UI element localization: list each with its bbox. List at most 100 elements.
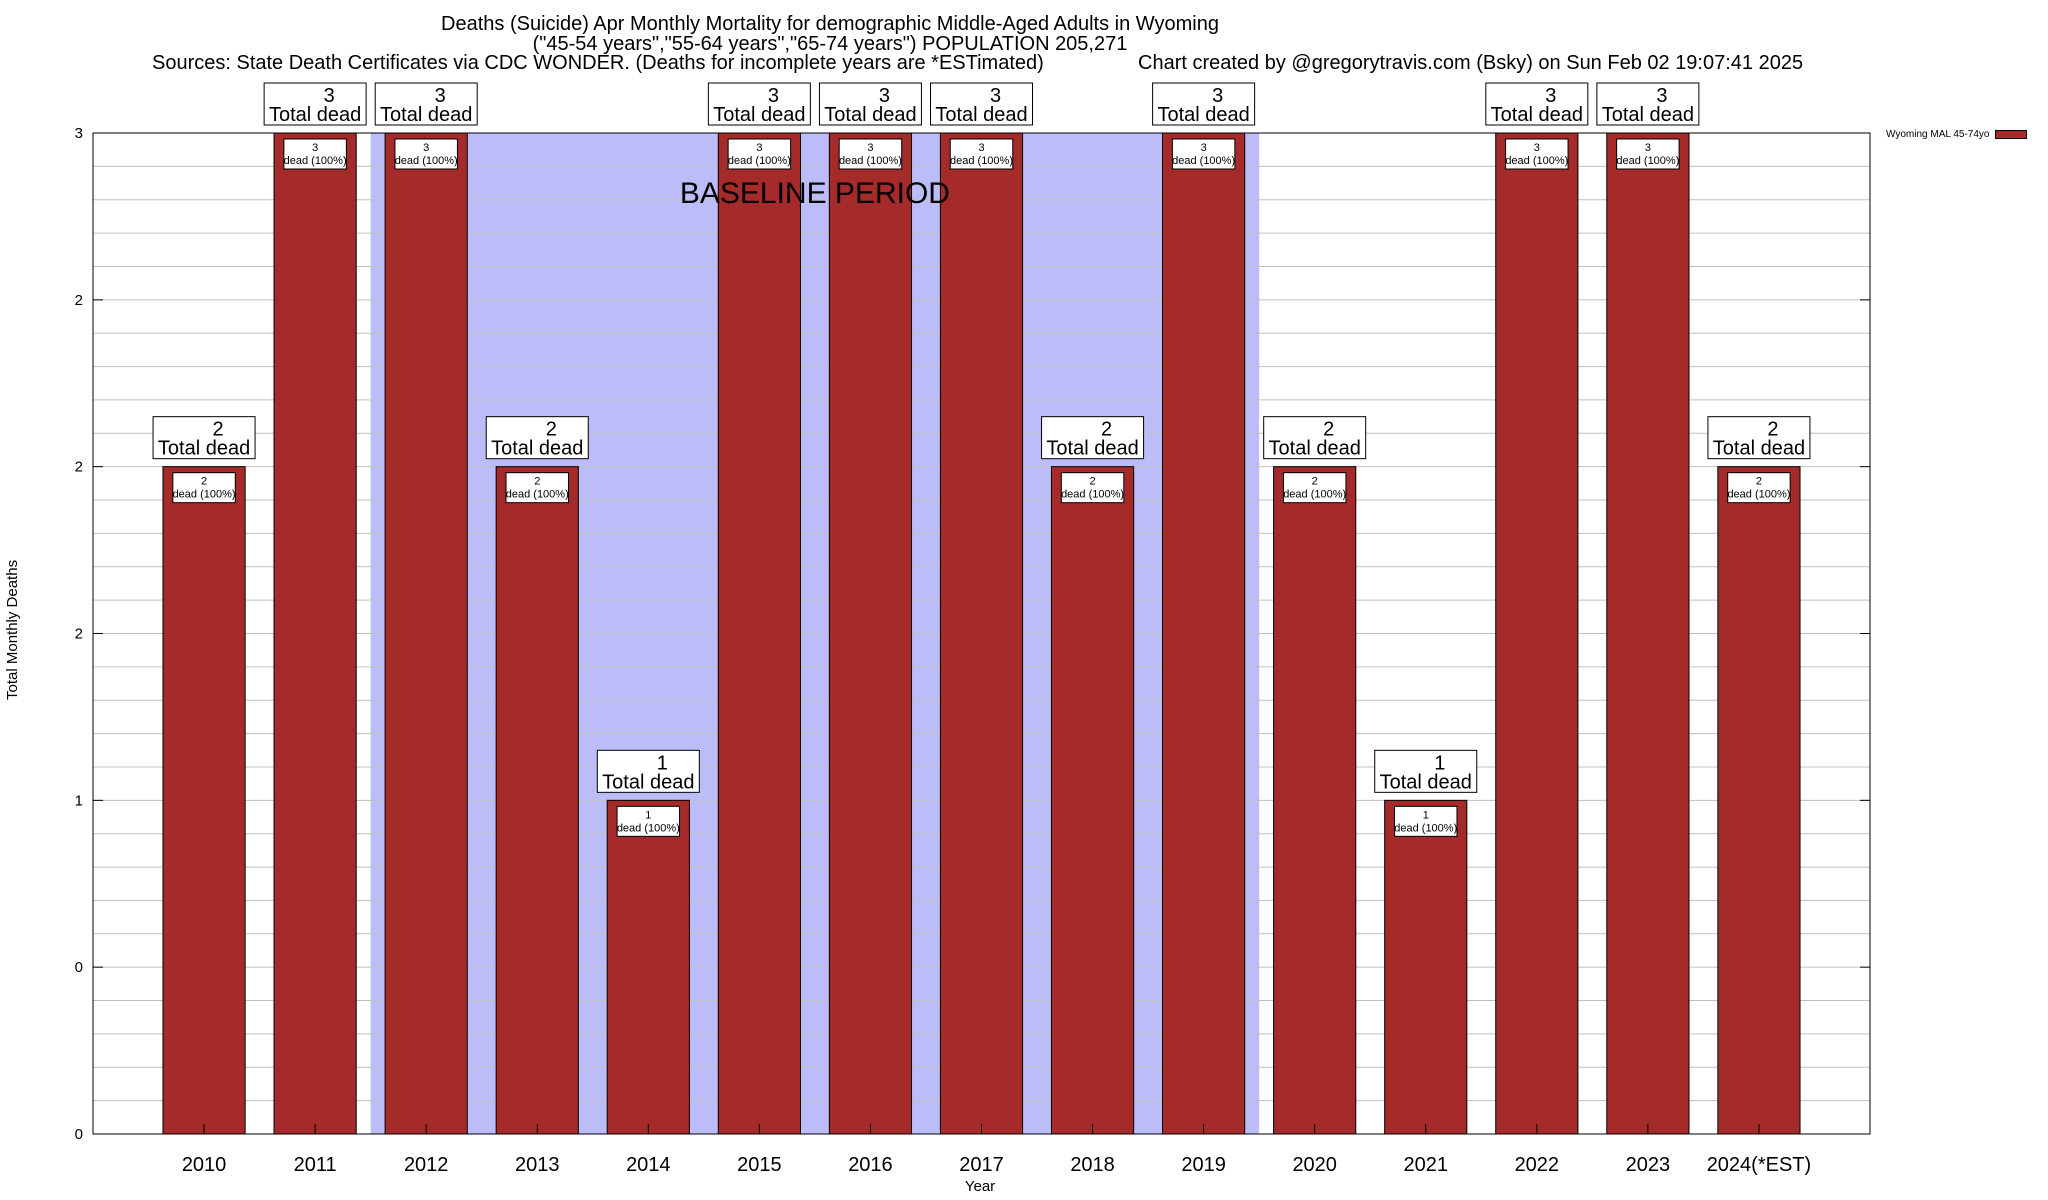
bar	[1050, 466, 1135, 1135]
bar-top-label: Total dead	[824, 104, 916, 126]
bar-inner-label-box	[505, 472, 569, 504]
bar-top-value: 3	[768, 85, 779, 107]
x-tick-label: 2010	[182, 1154, 227, 1176]
bar-top-label-box	[374, 82, 478, 126]
x-tick-label: 2019	[1181, 1154, 1226, 1176]
bar-inner-value: 1	[1423, 809, 1429, 821]
bar-top-value: 3	[324, 85, 335, 107]
bar-inner-label-box	[616, 805, 681, 837]
legend: Wyoming MAL 45-74yo	[1886, 129, 2028, 140]
bar-inner-value: 3	[1534, 142, 1540, 154]
bar-top-value: 2	[546, 419, 557, 441]
bar	[1273, 466, 1357, 1135]
bar	[1606, 132, 1690, 1135]
y-axis-label-wrap: Total Monthly Deaths	[0, 560, 34, 700]
bar-inner-label: dead (100%)	[1616, 155, 1679, 167]
bar-inner-value: 3	[978, 142, 984, 154]
bar-top-label-box	[1263, 416, 1367, 460]
y-tick-label: 1	[75, 792, 83, 809]
bar-top-value: 2	[1323, 419, 1334, 441]
bar-top-label-box	[1707, 416, 1811, 460]
bar-inner-label: dead (100%)	[839, 155, 902, 167]
bar-inner-label-box	[838, 138, 903, 170]
bar-inner-value: 2	[201, 476, 207, 488]
bar	[1384, 799, 1468, 1135]
bar-top-label: Total dead	[1713, 438, 1805, 460]
x-tick-label: 2023	[1626, 1154, 1671, 1176]
bar-top-label: Total dead	[1602, 104, 1694, 126]
bar-top-value: 3	[1212, 85, 1223, 107]
bar-top-label-box	[485, 416, 589, 460]
x-tick-label: 2024(*EST)	[1707, 1154, 1812, 1176]
bar	[1495, 132, 1579, 1135]
bar-inner-label: dead (100%)	[395, 155, 458, 167]
bar-inner-label: dead (100%)	[506, 489, 569, 501]
bar	[606, 799, 690, 1135]
bar-top-label: Total dead	[1157, 104, 1249, 126]
bar-top-label-box	[596, 749, 700, 793]
x-tick-label: 2021	[1404, 1154, 1449, 1176]
bar-top-value: 3	[1656, 85, 1667, 107]
bar	[495, 466, 579, 1135]
bar-top-label: Total dead	[1491, 104, 1583, 126]
bar-inner-value: 2	[1090, 476, 1096, 488]
x-tick-label: 2020	[1292, 1154, 1337, 1176]
bar-inner-label: dead (100%)	[1061, 489, 1124, 501]
bar-top-label-box	[263, 82, 367, 126]
bar-top-label-box	[1485, 82, 1589, 126]
bar	[1162, 132, 1246, 1135]
bar-inner-label-box	[1616, 138, 1680, 170]
bar-top-label: Total dead	[1046, 438, 1138, 460]
bar-inner-label: dead (100%)	[1505, 155, 1568, 167]
legend-swatch	[1995, 130, 2028, 139]
bar-inner-label-box	[1060, 472, 1125, 504]
bar-top-label-box	[930, 82, 1033, 126]
x-tick-label: 2011	[294, 1154, 337, 1176]
bar-top-label-box	[152, 416, 256, 460]
bar-inner-label: dead (100%)	[950, 155, 1013, 167]
bar-inner-label: dead (100%)	[617, 822, 680, 834]
y-tick-label: 2	[75, 459, 83, 476]
chart-title: Deaths (Suicide) Apr Monthly Mortality f…	[441, 13, 1219, 35]
bar-top-value: 1	[657, 752, 668, 774]
y-tick-label: 0	[75, 959, 83, 976]
bar-inner-value: 2	[1312, 476, 1318, 488]
bar-top-label: Total dead	[380, 104, 472, 126]
bar	[1717, 466, 1801, 1135]
bar-inner-label: dead (100%)	[1394, 822, 1457, 834]
bar	[162, 466, 246, 1135]
bar-top-label: Total dead	[1380, 771, 1472, 793]
bar-inner-label-box	[1727, 472, 1791, 504]
bar-top-value: 2	[1101, 419, 1112, 441]
y-tick-label: 2	[75, 626, 83, 643]
x-tick-label: 2017	[959, 1154, 1004, 1176]
bar	[828, 132, 913, 1135]
bar-inner-value: 3	[867, 142, 873, 154]
bar	[939, 132, 1024, 1135]
bar-top-value: 3	[435, 85, 446, 107]
bar-inner-label-box	[1394, 805, 1458, 837]
bar-top-label-box	[1152, 82, 1256, 126]
x-tick-label: 2018	[1070, 1154, 1115, 1176]
bar-top-label-box	[1041, 416, 1145, 460]
bar-top-label-box	[818, 82, 922, 126]
plot-frame	[92, 132, 1871, 1135]
bar-top-label: Total dead	[935, 104, 1027, 126]
bar-inner-label-box	[283, 138, 347, 170]
bar-inner-label: dead (100%)	[173, 489, 236, 501]
bar-top-value: 3	[990, 85, 1001, 107]
bar-inner-label: dead (100%)	[1172, 155, 1235, 167]
bar-inner-label-box	[1505, 138, 1569, 170]
x-tick-label: 2012	[404, 1154, 449, 1176]
bar	[717, 132, 801, 1135]
bar-top-value: 3	[879, 85, 890, 107]
bar-top-label: Total dead	[158, 438, 250, 460]
bar-top-label: Total dead	[1269, 438, 1361, 460]
bar-inner-value: 3	[1201, 142, 1207, 154]
bar-top-label: Total dead	[269, 104, 361, 126]
chart-credit: Chart created by @gregorytravis.com (Bsk…	[1138, 52, 1804, 74]
bar-top-label-box	[707, 82, 811, 126]
bar-top-label-box	[1374, 749, 1478, 793]
legend-label: Wyoming MAL 45-74yo	[1886, 129, 1990, 140]
